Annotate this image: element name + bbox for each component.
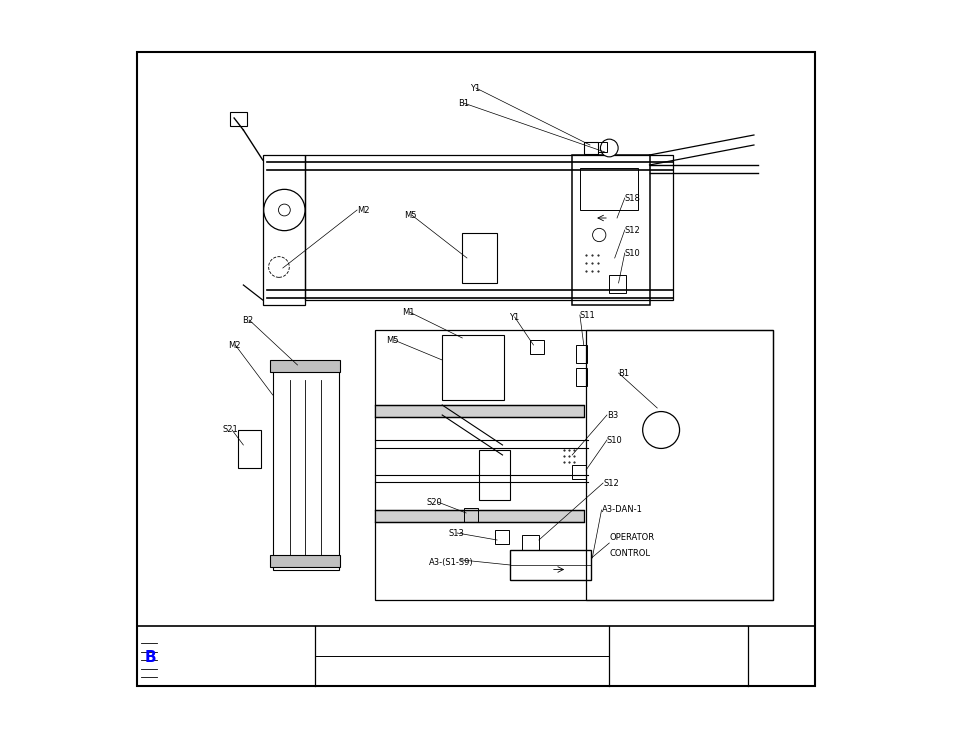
Bar <box>375 510 583 522</box>
Text: Y1: Y1 <box>508 312 518 322</box>
Bar <box>237 430 261 468</box>
Bar <box>583 142 597 154</box>
Bar <box>137 52 814 686</box>
Text: A3-DAN-1: A3-DAN-1 <box>601 506 641 514</box>
Bar <box>521 535 538 550</box>
Text: B1: B1 <box>457 98 468 108</box>
Text: S10: S10 <box>624 249 639 258</box>
Text: B: B <box>145 649 156 665</box>
Bar <box>597 142 606 152</box>
Bar <box>375 405 583 417</box>
Circle shape <box>263 190 305 231</box>
Bar <box>478 450 510 500</box>
Text: OPERATOR: OPERATOR <box>609 534 654 542</box>
Text: S21: S21 <box>222 426 238 435</box>
Text: M5: M5 <box>404 210 416 219</box>
Text: B1: B1 <box>618 368 629 378</box>
Text: S12: S12 <box>624 226 639 235</box>
Text: M1: M1 <box>401 308 414 317</box>
Text: M5: M5 <box>386 336 398 345</box>
Bar <box>273 365 338 570</box>
Text: S18: S18 <box>624 193 640 202</box>
Bar <box>609 275 626 293</box>
Text: B2: B2 <box>241 316 253 325</box>
Bar <box>495 530 508 544</box>
Text: S12: S12 <box>602 478 618 488</box>
Circle shape <box>599 139 618 157</box>
Bar <box>270 360 339 372</box>
Bar <box>463 508 477 522</box>
Bar <box>529 340 543 354</box>
Text: CONTROL: CONTROL <box>609 548 650 557</box>
Bar <box>270 555 339 567</box>
Text: A3-(S1-S9): A3-(S1-S9) <box>429 557 474 567</box>
Text: M2: M2 <box>356 205 369 215</box>
Bar <box>576 368 586 386</box>
Text: S11: S11 <box>579 311 595 320</box>
Text: B3: B3 <box>606 410 618 419</box>
Bar <box>375 330 773 600</box>
Bar <box>462 233 497 283</box>
Text: Y1: Y1 <box>470 83 479 92</box>
Text: S10: S10 <box>606 435 622 444</box>
Text: S13: S13 <box>448 528 464 537</box>
Bar <box>262 155 305 305</box>
Bar <box>442 335 503 400</box>
Text: S20: S20 <box>426 497 442 506</box>
Text: M2: M2 <box>228 340 240 350</box>
Bar <box>510 550 591 580</box>
Bar <box>576 345 586 363</box>
Bar <box>579 168 638 210</box>
Bar <box>230 112 247 126</box>
Bar <box>305 155 672 300</box>
Bar <box>585 330 773 600</box>
Bar <box>572 155 649 305</box>
Bar <box>572 465 585 479</box>
Bar <box>137 626 814 686</box>
